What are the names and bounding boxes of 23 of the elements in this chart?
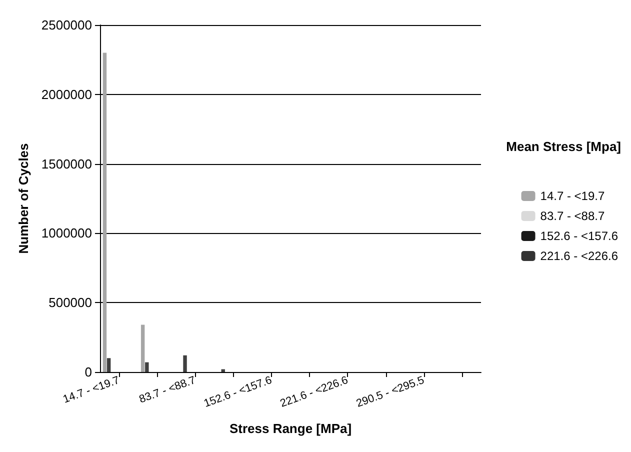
x-axis-title: Stress Range [MPa] [229,421,352,436]
y-tick-label: 1500000 [41,156,92,172]
bar [145,362,149,372]
legend-title: Mean Stress [Mpa] [506,139,622,154]
legend-label: 221.6 - <226.6 [540,249,618,263]
x-tick-label: 290.5 - <295.5 [354,374,426,410]
legend-label: 83.7 - <88.7 [540,209,605,223]
bar [102,52,107,372]
legend-label: 152.6 - <157.6 [540,229,618,243]
bar [140,324,145,372]
x-tick-label: 152.6 - <157.6 [202,374,274,410]
bar [183,355,187,372]
y-tick-label: 1000000 [41,226,92,241]
y-tick-label: 2500000 [41,18,92,32]
y-axis-title: Number of Cycles [16,143,31,254]
x-tick-label: 221.6 - <226.6 [278,374,350,410]
y-tick-label: 0 [84,364,92,380]
y-tick-label: 500000 [48,295,92,310]
x-tick-label: 83.7 - <88.7 [138,374,198,406]
bar [221,369,225,372]
legend-label: 14.7 - <19.7 [540,189,605,203]
y-tick-label: 2000000 [41,86,92,102]
bar [106,358,111,372]
